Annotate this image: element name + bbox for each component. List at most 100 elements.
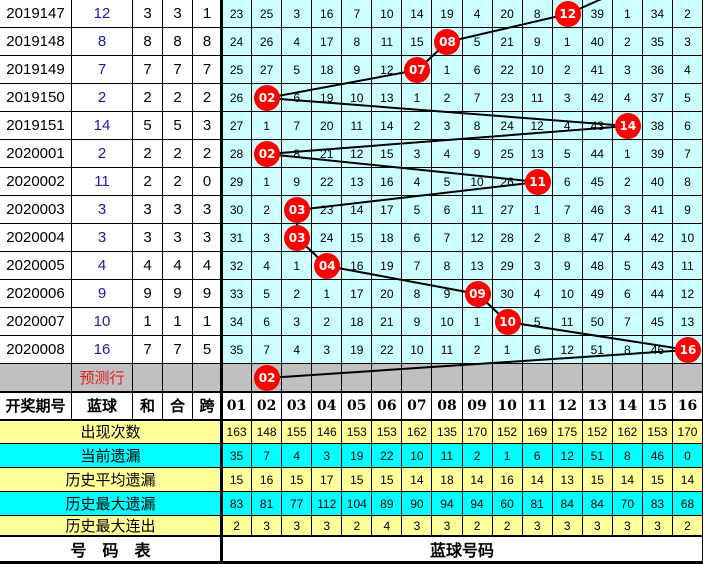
omission-cell: 11 xyxy=(462,196,493,224)
omission-cell: 4 xyxy=(282,336,313,364)
omission-cell: 22 xyxy=(372,336,403,364)
stat-value: 10 xyxy=(402,444,433,468)
omission-cell: 4 xyxy=(282,28,313,56)
prediction-cell[interactable] xyxy=(222,364,253,392)
prediction-cell[interactable] xyxy=(312,364,343,392)
stat-value: 3 xyxy=(312,444,343,468)
stat-value: 51 xyxy=(582,444,613,468)
omission-cell: 23 xyxy=(312,196,343,224)
stat-label: 出现次数 xyxy=(0,420,222,444)
omission-cell: 21 xyxy=(312,140,343,168)
omission-cell: 7 xyxy=(612,308,643,336)
omission-cell: 9 xyxy=(342,56,373,84)
stat-label: 当前遗漏 xyxy=(0,444,222,468)
row-period: 2019150 xyxy=(0,84,72,112)
prediction-cell[interactable] xyxy=(432,364,463,392)
row-span: 3 xyxy=(193,224,222,252)
omission-cell: 2 xyxy=(402,112,433,140)
prediction-cell[interactable] xyxy=(642,364,673,392)
omission-cell: 27 xyxy=(252,56,283,84)
omission-cell: 3 xyxy=(252,224,283,252)
stat-value: 155 xyxy=(282,420,313,444)
omission-cell: 43 xyxy=(642,252,673,280)
omission-cell: 14 xyxy=(342,196,373,224)
stat-value: 18 xyxy=(432,468,463,492)
stat-value: 19 xyxy=(342,444,373,468)
omission-cell: 9 xyxy=(282,168,313,196)
omission-cell: 8 xyxy=(342,28,373,56)
stat-value: 94 xyxy=(432,492,463,516)
omission-cell: 11 xyxy=(552,308,583,336)
omission-cell: 5 xyxy=(252,280,283,308)
header-number: 03 xyxy=(282,392,313,420)
prediction-cell[interactable] xyxy=(522,364,553,392)
omission-cell: 8 xyxy=(522,0,553,28)
omission-cell: 6 xyxy=(282,84,313,112)
row-blue: 16 xyxy=(72,336,133,364)
omission-cell: 2 xyxy=(522,224,553,252)
prediction-cell[interactable] xyxy=(282,364,313,392)
stat-value: 3 xyxy=(552,516,583,536)
omission-cell: 11 xyxy=(672,252,703,280)
row-he: 1 xyxy=(163,308,193,336)
omission-cell: 47 xyxy=(582,224,613,252)
omission-cell: 3 xyxy=(432,112,463,140)
omission-cell: 11 xyxy=(372,28,403,56)
stat-value: 14 xyxy=(612,468,643,492)
stat-value: 4 xyxy=(372,516,403,536)
prediction-cell[interactable] xyxy=(492,364,523,392)
omission-cell: 3 xyxy=(672,28,703,56)
header-number: 02 xyxy=(252,392,283,420)
row-blue: 7 xyxy=(72,56,133,84)
omission-cell: 6 xyxy=(252,308,283,336)
stat-value: 84 xyxy=(552,492,583,516)
prediction-cell[interactable] xyxy=(672,364,703,392)
omission-cell: 8 xyxy=(282,140,313,168)
stat-value: 12 xyxy=(552,444,583,468)
prediction-cell[interactable] xyxy=(552,364,583,392)
row-period: 2019147 xyxy=(0,0,72,28)
omission-cell: 6 xyxy=(462,56,493,84)
row-blue: 3 xyxy=(72,196,133,224)
prediction-cell[interactable] xyxy=(612,364,643,392)
omission-cell: 3 xyxy=(282,0,313,28)
omission-cell: 18 xyxy=(342,308,373,336)
omission-cell: 23 xyxy=(492,84,523,112)
prediction-cell[interactable] xyxy=(402,364,433,392)
omission-cell: 34 xyxy=(642,0,673,28)
row-he: 4 xyxy=(163,252,193,280)
omission-cell: 6 xyxy=(402,224,433,252)
prediction-cell[interactable] xyxy=(462,364,493,392)
header-number: 13 xyxy=(582,392,613,420)
row-sum: 4 xyxy=(133,252,163,280)
row-period: 2020002 xyxy=(0,168,72,196)
omission-cell: 32 xyxy=(222,252,253,280)
prediction-cell[interactable] xyxy=(342,364,373,392)
prediction-cell[interactable] xyxy=(582,364,613,392)
omission-cell: 15 xyxy=(372,140,403,168)
stat-value: 77 xyxy=(282,492,313,516)
omission-cell: 20 xyxy=(372,280,403,308)
stat-value: 89 xyxy=(372,492,403,516)
omission-cell: 2 xyxy=(612,28,643,56)
omission-cell: 24 xyxy=(492,112,523,140)
omission-cell: 1 xyxy=(612,0,643,28)
prediction-empty xyxy=(133,364,163,392)
row-sum: 3 xyxy=(133,0,163,28)
row-span: 1 xyxy=(193,0,222,28)
omission-cell: 10 xyxy=(432,308,463,336)
stat-value: 83 xyxy=(222,492,253,516)
stat-value: 11 xyxy=(432,444,463,468)
omission-cell: 37 xyxy=(642,84,673,112)
stat-value: 17 xyxy=(312,468,343,492)
stat-value: 3 xyxy=(642,516,673,536)
omission-cell: 5 xyxy=(672,84,703,112)
omission-cell: 1 xyxy=(522,196,553,224)
row-blue: 2 xyxy=(72,140,133,168)
stat-value: 83 xyxy=(642,492,673,516)
footer-right: 蓝球号码 xyxy=(222,536,703,562)
prediction-empty xyxy=(193,364,222,392)
prediction-cell[interactable] xyxy=(372,364,403,392)
omission-cell: 3 xyxy=(552,84,583,112)
omission-cell: 12 xyxy=(672,280,703,308)
